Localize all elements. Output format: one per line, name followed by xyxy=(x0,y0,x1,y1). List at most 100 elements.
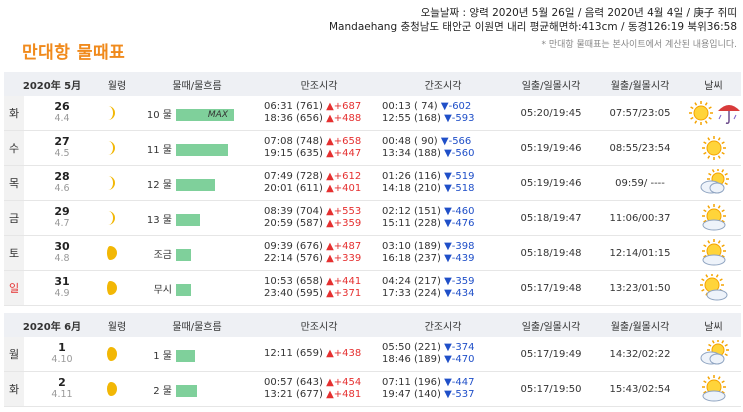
low-tide-2: 19:47 (140) xyxy=(382,389,441,400)
high-tide-cell: 12:11 (659) ▲+438 xyxy=(260,337,378,372)
tide-flow-cell: 무시 xyxy=(134,270,260,306)
low-tide-1-diff: ▼-359 xyxy=(444,276,475,287)
day-of-week: 토 xyxy=(4,235,24,271)
tide-flow-bar xyxy=(176,283,191,296)
high-tide-1: 08:39 (704) xyxy=(264,206,323,217)
high-tide-1-diff: ▲+487 xyxy=(326,241,362,252)
location-line: Mandaehang 충청남도 태안군 이원면 내리 평균해면하:413cm /… xyxy=(329,21,737,33)
low-tide-1-diff: ▼-447 xyxy=(444,377,475,388)
high-tide-2-diff: ▲+339 xyxy=(326,253,362,264)
day-of-week: 화 xyxy=(4,96,24,131)
high-tide-2: 19:15 (635) xyxy=(264,148,323,159)
lunar-date: 4.6 xyxy=(54,183,70,194)
low-tide-1-diff: ▼-460 xyxy=(444,206,475,217)
moon-phase-icon xyxy=(100,165,134,201)
low-tide-1: 01:26 (116) xyxy=(382,171,441,182)
high-tide-2: 20:59 (587) xyxy=(264,218,323,229)
low-tide-cell: 07:11 (196) ▼-447 19:47 (140) ▼-537 xyxy=(378,371,508,407)
low-tide-1: 00:48 ( 90) xyxy=(382,136,438,147)
col-moonrise-moonset: 월출/월몰시각 xyxy=(594,72,686,96)
moon-phase-icon xyxy=(100,270,134,306)
low-tide-1: 05:50 (221) xyxy=(382,342,441,353)
weather-cell xyxy=(686,337,741,372)
low-tide-cell: 02:12 (151) ▼-460 15:11 (228) ▼-476 xyxy=(378,200,508,236)
header-info: 오늘날짜 : 양력 2020년 5월 26일 / 음력 2020년 4월 4일 … xyxy=(329,6,737,52)
weather-cell xyxy=(686,165,741,201)
high-tide-2-diff: ▲+481 xyxy=(326,389,362,400)
tide-flow-bar xyxy=(176,349,195,362)
low-tide-cell: 00:13 ( 74) ▼-602 12:55 (168) ▼-593 xyxy=(378,96,508,131)
sunrise-sunset: 05:19/19:46 xyxy=(508,130,594,166)
sunrise-sunset: 05:17/19:49 xyxy=(508,337,594,372)
low-tide-cell: 01:26 (116) ▼-519 14:18 (210) ▼-518 xyxy=(378,165,508,201)
solar-date: 30 xyxy=(54,240,70,253)
solar-date: 26 xyxy=(54,100,70,113)
col-moon-phase: 월령 xyxy=(100,72,134,96)
low-tide-2-diff: ▼-537 xyxy=(444,389,475,400)
date-cell: 28 4.6 xyxy=(24,165,100,201)
table-header-row: 2020年 5月 월령 물때/물흐름 만조시각 간조시각 일출/일몰시각 월출/… xyxy=(4,72,741,96)
low-tide-1: 02:12 (151) xyxy=(382,206,441,217)
tide-flow-name: 13 물 xyxy=(146,214,172,226)
date-cell: 29 4.7 xyxy=(24,200,100,236)
date-cell: 31 4.9 xyxy=(24,270,100,306)
high-tide-2: 20:01 (611) xyxy=(264,183,323,194)
tide-flow-bar xyxy=(176,248,191,261)
tide-flow-bar xyxy=(176,213,200,226)
high-tide-cell: 06:31 (761) ▲+687 18:36 (656) ▲+488 xyxy=(260,96,378,131)
tide-flow-name: 무시 xyxy=(153,284,172,296)
tide-table-june: 2020年 6月 월령 물때/물흐름 만조시각 간조시각 일출/일몰시각 월출/… xyxy=(4,313,741,407)
sunrise-sunset: 05:17/19:50 xyxy=(508,371,594,407)
tide-flow-bar xyxy=(176,178,215,191)
high-tide-1-diff: ▲+454 xyxy=(326,377,362,388)
high-tide-2-diff: ▲+359 xyxy=(326,218,362,229)
low-tide-1: 00:13 ( 74) xyxy=(382,101,438,112)
high-tide-1-diff: ▲+687 xyxy=(326,101,362,112)
high-tide-1: 07:49 (728) xyxy=(264,171,323,182)
tide-flow-bar: MAX xyxy=(176,108,234,121)
lunar-date: 4.9 xyxy=(54,288,70,299)
low-tide-2: 12:55 (168) xyxy=(382,113,441,124)
moonrise-moonset: 12:14/01:15 xyxy=(594,235,686,271)
high-tide-2-diff: ▲+488 xyxy=(326,113,362,124)
high-tide-2-diff: ▲+371 xyxy=(326,288,362,299)
high-tide-1: 07:08 (748) xyxy=(264,136,323,147)
sun-cloud-icon xyxy=(701,375,726,402)
low-tide-1-diff: ▼-519 xyxy=(444,171,475,182)
lunar-date: 4.10 xyxy=(51,354,73,365)
sunrise-sunset: 05:19/19:46 xyxy=(508,165,594,201)
high-tide-cell: 10:53 (658) ▲+441 23:40 (595) ▲+371 xyxy=(260,270,378,306)
sunrise-sunset: 05:20/19:45 xyxy=(508,96,594,131)
solar-date: 28 xyxy=(54,170,70,183)
lunar-date: 4.7 xyxy=(54,218,70,229)
date-cell: 2 4.11 xyxy=(24,371,100,407)
low-tide-2: 13:34 (188) xyxy=(382,148,441,159)
low-tide-1: 07:11 (196) xyxy=(382,377,441,388)
low-tide-2-diff: ▼-434 xyxy=(444,288,475,299)
day-of-week: 수 xyxy=(4,130,24,166)
high-tide-cell: 08:39 (704) ▲+553 20:59 (587) ▲+359 xyxy=(260,200,378,236)
tide-flow-name: 1 물 xyxy=(153,350,172,362)
month-label: 2020年 6月 xyxy=(4,313,100,337)
tide-table-may: 2020年 5月 월령 물때/물흐름 만조시각 간조시각 일출/일몰시각 월출/… xyxy=(4,72,741,306)
tide-flow-name: 11 물 xyxy=(146,144,172,156)
moonrise-moonset: 11:06/00:37 xyxy=(594,200,686,236)
high-tide-2: 13:21 (677) xyxy=(264,389,323,400)
col-low-tide: 간조시각 xyxy=(378,72,508,96)
sun-icon xyxy=(689,101,713,125)
low-tide-1-diff: ▼-566 xyxy=(440,136,472,147)
high-tide-1-diff: ▲+658 xyxy=(326,136,362,147)
day-of-week: 금 xyxy=(4,200,24,236)
high-tide-2-diff: ▲+401 xyxy=(326,183,362,194)
low-tide-2: 14:18 (210) xyxy=(382,183,441,194)
low-tide-1-diff: ▼-374 xyxy=(444,342,475,353)
today-date-line: 오늘날짜 : 양력 2020년 5월 26일 / 음력 2020년 4월 4일 … xyxy=(420,7,737,19)
low-tide-cell: 04:24 (217) ▼-359 17:33 (224) ▼-434 xyxy=(378,270,508,306)
moonrise-moonset: 08:55/23:54 xyxy=(594,130,686,166)
col-weather: 날씨 xyxy=(686,72,741,96)
month-label: 2020年 5月 xyxy=(4,72,100,96)
low-tide-2: 15:11 (228) xyxy=(382,218,441,229)
low-tide-2-diff: ▼-593 xyxy=(444,113,475,124)
tide-flow-bar xyxy=(176,143,228,156)
weather-cell xyxy=(686,130,741,166)
